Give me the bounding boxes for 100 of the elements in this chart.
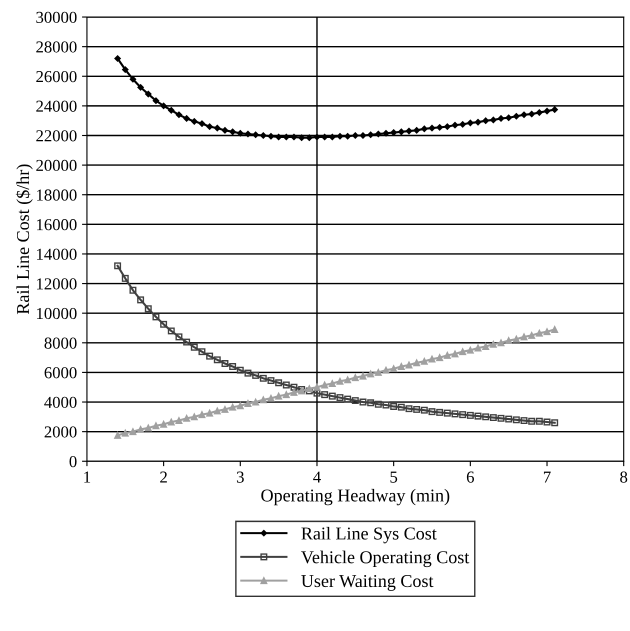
point — [328, 392, 336, 400]
point — [329, 134, 336, 140]
point — [398, 128, 405, 136]
legend-label: User Waiting Cost — [301, 574, 434, 591]
point — [536, 109, 543, 116]
point — [520, 333, 528, 340]
point — [260, 132, 267, 139]
point — [467, 120, 474, 126]
point — [482, 413, 490, 420]
point — [175, 333, 182, 340]
point — [191, 118, 198, 125]
point — [352, 132, 359, 139]
point — [282, 391, 290, 398]
y-axis-title: Rail Line Cost ($/hr) — [16, 164, 33, 314]
point — [428, 408, 436, 416]
point — [390, 365, 398, 372]
point — [498, 339, 504, 346]
point — [428, 124, 436, 132]
point — [144, 424, 152, 432]
point — [466, 346, 474, 354]
point — [374, 400, 382, 408]
y-tick-label: 28000 — [36, 41, 77, 53]
point — [229, 404, 236, 411]
x-tick-label: 5 — [390, 472, 398, 483]
point — [122, 430, 129, 437]
point — [114, 432, 122, 439]
point — [290, 384, 298, 391]
point — [314, 384, 320, 391]
point — [206, 352, 214, 360]
point — [183, 338, 190, 346]
point — [367, 399, 374, 406]
point — [544, 328, 550, 336]
point — [498, 115, 504, 122]
point — [190, 344, 198, 351]
point — [137, 84, 144, 91]
point — [482, 117, 489, 124]
point — [168, 327, 175, 334]
point — [474, 344, 482, 352]
point — [252, 398, 260, 406]
point — [452, 350, 458, 358]
y-tick-label: 14000 — [37, 248, 77, 260]
point — [268, 377, 274, 384]
point — [452, 122, 458, 128]
point — [152, 422, 160, 430]
point — [513, 113, 520, 120]
point — [512, 336, 520, 343]
point — [328, 380, 336, 387]
point — [551, 419, 558, 426]
point — [214, 124, 221, 132]
point — [114, 55, 121, 62]
point — [275, 134, 282, 140]
point — [122, 66, 129, 73]
point — [244, 370, 252, 377]
point — [390, 403, 398, 410]
point — [137, 426, 144, 433]
point — [244, 130, 252, 138]
point — [413, 359, 420, 366]
point — [390, 129, 397, 136]
point — [306, 134, 313, 141]
point — [244, 400, 252, 407]
point — [413, 127, 420, 134]
point — [198, 120, 206, 127]
x-tick-label: 3 — [236, 472, 244, 483]
point — [344, 376, 352, 384]
point — [183, 414, 190, 422]
point — [222, 127, 228, 134]
point — [360, 372, 366, 380]
point — [459, 411, 466, 418]
point — [544, 418, 550, 426]
y-tick-label: 26000 — [36, 70, 77, 82]
point — [221, 360, 228, 368]
point — [145, 90, 152, 98]
point — [420, 406, 428, 414]
point — [544, 108, 550, 114]
legend-label: Vehicle Operating Cost — [301, 550, 470, 568]
point — [168, 418, 175, 426]
point — [321, 134, 328, 140]
x-tick-label: 4 — [313, 472, 321, 483]
point — [314, 390, 320, 397]
x-tick-label: 8 — [620, 471, 628, 483]
point — [512, 416, 520, 424]
x-axis-title: Operating Headway (min) — [261, 488, 450, 506]
point — [252, 372, 260, 379]
point — [144, 305, 152, 312]
point — [344, 396, 352, 403]
point — [129, 286, 136, 294]
point — [268, 394, 274, 402]
point — [420, 358, 428, 365]
point — [444, 352, 451, 359]
point — [252, 132, 259, 138]
point — [398, 404, 405, 411]
point — [352, 374, 359, 382]
point — [160, 320, 168, 328]
point — [459, 348, 466, 356]
point — [344, 132, 351, 140]
y-tick-label: 16000 — [37, 219, 77, 230]
point — [528, 110, 535, 118]
y-tick-label: 4000 — [44, 396, 77, 408]
point — [444, 410, 451, 417]
point — [198, 348, 206, 356]
